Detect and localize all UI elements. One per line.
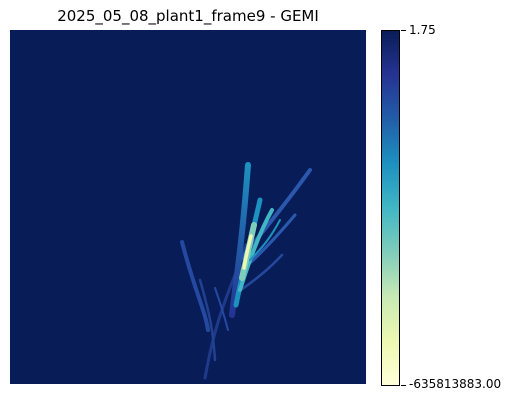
leaf-center-3 [238, 208, 274, 292]
colorbar-label-max: 1.75 [409, 23, 436, 37]
colorbar-tick-top [401, 30, 406, 31]
leaf-center-1 [229, 162, 251, 318]
leaf-hot-spot [242, 234, 253, 270]
chart-title: 2025_05_08_plant1_frame9 - GEMI [57, 7, 319, 25]
colorbar-label-min: -635813883.00 [409, 377, 502, 391]
heatmap-background [10, 30, 366, 384]
colorbar-tick-bottom [401, 385, 406, 386]
colorbar [381, 30, 400, 386]
leaf-left-2 [198, 278, 217, 362]
plant-leaves [180, 162, 312, 380]
heatmap-image [10, 30, 366, 384]
leaf-thin-left [214, 287, 229, 331]
leaf-thin-right [249, 219, 281, 261]
leaf-left [180, 240, 210, 332]
